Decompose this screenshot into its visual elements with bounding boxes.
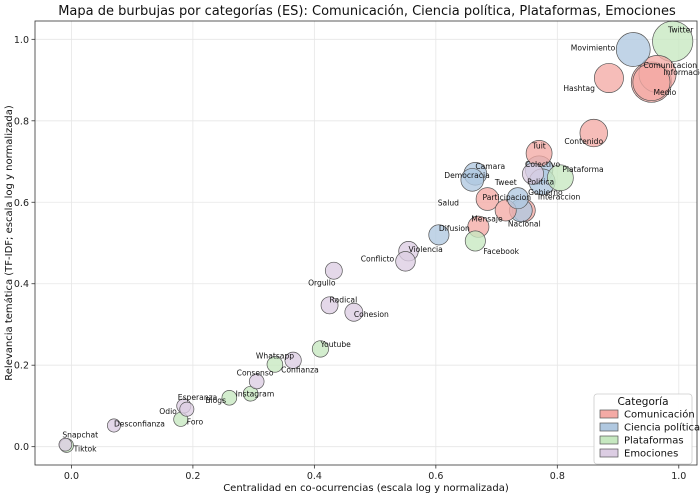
bubble-conflicto bbox=[395, 251, 416, 272]
bubble-hashtag bbox=[593, 63, 624, 93]
chart-title: Mapa de burbujas por categorías (ES): Co… bbox=[58, 4, 676, 19]
bubble-label-foro: Foro bbox=[187, 417, 204, 426]
bubble-whatsapp bbox=[266, 356, 284, 373]
bubble-difusion bbox=[428, 224, 450, 246]
x-tick-label: 1.0 bbox=[671, 471, 686, 482]
bubble-label-camara: Camara bbox=[475, 162, 505, 171]
bubble-label-informacion: Informacion bbox=[664, 68, 700, 77]
bubble-confianza bbox=[284, 351, 302, 369]
bubble-label-hashtag: Hashtag bbox=[563, 84, 595, 93]
bubble-label-colectivo: Colectivo bbox=[525, 160, 560, 169]
bubble-label-interaccion: Interaccion bbox=[538, 192, 581, 201]
x-tick-label: 0.6 bbox=[428, 471, 443, 482]
legend-title: Categoría bbox=[617, 396, 668, 408]
x-axis-label: Centralidad en co-ocurrencias (escala lo… bbox=[223, 483, 509, 494]
bubble-label-conflicto: Conflicto bbox=[361, 254, 395, 263]
bubble-label-desconfianza: Desconfianza bbox=[114, 419, 165, 428]
bubble-label-layer: InformacionComunicacion Medio Hashtag Conte… bbox=[62, 25, 700, 453]
y-tick-label: 0.4 bbox=[14, 279, 29, 290]
bubble-movimiento bbox=[615, 32, 651, 67]
tick-layer: 0.0 0.2 0.4 0.6 0.8 1.0 0.0 0.2 0.4 0.6 0.8 1.0 bbox=[14, 35, 686, 482]
bubble-label-confianza: Confianza bbox=[281, 365, 319, 374]
bubble-plataforma bbox=[546, 164, 574, 192]
y-tick-label: 0.0 bbox=[14, 442, 29, 453]
bubble-orgullo bbox=[324, 261, 343, 280]
bubble-label-youtube: Youtube bbox=[319, 340, 351, 349]
bubble-label-nacional: Nacional bbox=[508, 219, 541, 228]
bubble-youtube bbox=[311, 340, 329, 358]
bubble-label-facebook: Facebook bbox=[483, 247, 519, 256]
bubble-label-plataforma: Plataforma bbox=[562, 165, 603, 174]
bubble-label-comunicacion: Comunicacion bbox=[643, 61, 697, 70]
bubble-label-medio: Medio bbox=[653, 88, 676, 97]
y-tick-label: 0.6 bbox=[14, 198, 29, 209]
bubble-label-cohesion: Cohesion bbox=[354, 310, 389, 319]
legend-swatch-comunicacion bbox=[599, 409, 619, 419]
bubble-colectivo bbox=[522, 162, 544, 185]
bubble-label-difusion: Difusion bbox=[439, 224, 470, 233]
bubble-label-orgullo: Orgullo bbox=[308, 279, 336, 288]
bubble-label-violencia: Violencia bbox=[409, 245, 443, 254]
bubble-label-mensaje: Mensaje bbox=[471, 214, 503, 223]
legend-label-ciencia-politica: Ciencia política bbox=[624, 422, 700, 434]
bubble-label-consenso: Consenso bbox=[237, 368, 274, 377]
legend-label-plataformas: Plataformas bbox=[624, 436, 684, 447]
bubble-blogs bbox=[221, 390, 238, 406]
bubble-democracia bbox=[460, 168, 485, 192]
y-axis-label: Relevancia temática (TF-IDF; escala log … bbox=[3, 105, 15, 381]
bubble-participacion bbox=[475, 187, 500, 211]
bubble-label-tiktok: Tiktok bbox=[73, 444, 98, 453]
bubble-tweet bbox=[506, 187, 529, 210]
y-tick-label: 1.0 bbox=[14, 35, 29, 46]
legend-label-comunicacion: Comunicación bbox=[624, 409, 695, 421]
legend-box bbox=[593, 393, 693, 465]
bubble-label-radical: Radical bbox=[330, 295, 358, 304]
legend-label-emociones: Emociones bbox=[624, 449, 678, 460]
bubble-facebook bbox=[464, 230, 486, 252]
bubble-contenido bbox=[579, 118, 608, 148]
bubble-cohesion bbox=[344, 302, 364, 322]
bubble-snapchat bbox=[58, 437, 73, 452]
bubble-label-tweet: Tweet bbox=[494, 178, 517, 187]
bubble-label-contenido: Contenido bbox=[564, 137, 603, 146]
bubble-consenso bbox=[248, 373, 265, 390]
bubble-label-participacion: Participacion bbox=[482, 193, 531, 202]
bubble-label-gobierno: Gobierno bbox=[528, 188, 563, 197]
y-tick-label: 0.8 bbox=[14, 116, 29, 127]
x-tick-label: 0.4 bbox=[307, 471, 322, 482]
bubble-instagram bbox=[242, 385, 259, 402]
y-tick-label: 0.2 bbox=[14, 361, 29, 372]
bubble-label-whatsapp: Whatsapp bbox=[256, 351, 294, 360]
bubble-label-salud: Salud bbox=[438, 199, 459, 208]
plot-frame bbox=[34, 20, 698, 466]
bubble-label-snapchat: Snapchat bbox=[62, 431, 98, 440]
bubble-label-politica: Politica bbox=[527, 178, 554, 187]
x-tick-label: 0.0 bbox=[64, 471, 79, 482]
x-tick-label: 0.2 bbox=[185, 471, 200, 482]
bubble-label-esperanza: Esperanza bbox=[178, 393, 217, 402]
bubble-label-blogs: Blogs bbox=[205, 396, 226, 405]
legend-swatch-emociones bbox=[599, 448, 619, 458]
bubble-label-instagram: Instagram bbox=[236, 390, 275, 399]
bubble-odio bbox=[179, 401, 195, 417]
bubble-desconfianza bbox=[107, 418, 121, 433]
bubble-label-odio: Odio bbox=[159, 407, 177, 416]
bubble-label-democracia: Democracia bbox=[444, 171, 489, 180]
bubble-radical bbox=[320, 296, 339, 315]
bubble-layer bbox=[58, 20, 694, 453]
bubble-label-tuit: Tuit bbox=[531, 141, 545, 150]
legend-swatch-plataformas bbox=[599, 435, 619, 445]
x-tick-label: 0.8 bbox=[550, 471, 565, 482]
bubble-medio bbox=[632, 63, 671, 102]
bubble-label-twitter: Twitter bbox=[667, 25, 694, 34]
bubble-label-movimiento: Movimiento bbox=[571, 44, 616, 53]
legend-swatch-ciencia-politica bbox=[599, 422, 619, 432]
